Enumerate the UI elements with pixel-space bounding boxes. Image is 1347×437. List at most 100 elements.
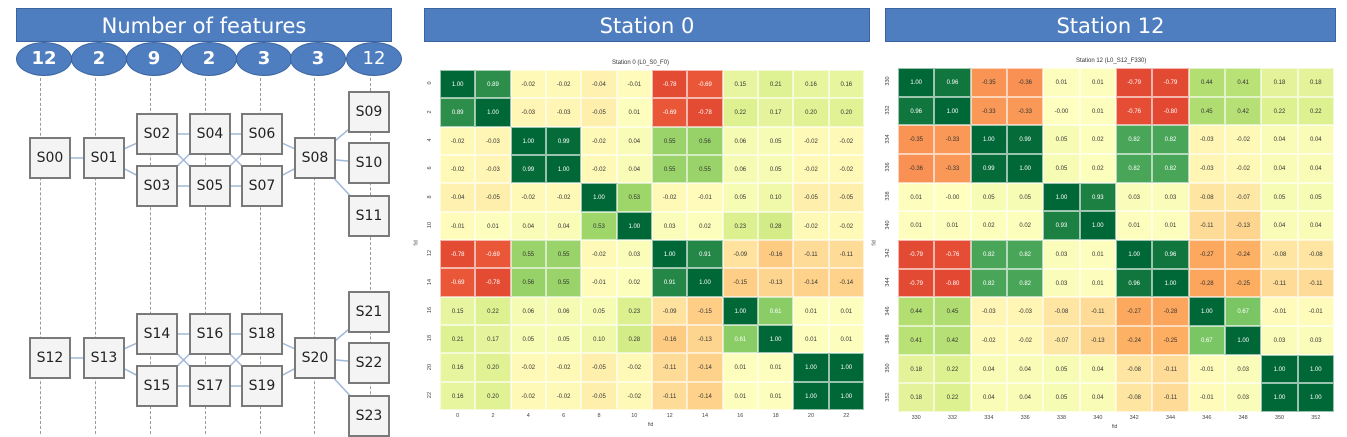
heatmap-cell: 0.02	[1079, 154, 1116, 183]
station-node-s04: S04	[189, 113, 231, 155]
heatmap-cell: 0.01	[1079, 268, 1116, 298]
heatmap-cell: 0.02	[1079, 125, 1116, 154]
heatmap-cell: -0.02	[793, 126, 829, 155]
y-tick-label: 352	[885, 392, 891, 402]
heatmap-cell: 0.82	[1116, 154, 1153, 183]
heatmap-cell: 0.04	[1007, 354, 1044, 384]
heatmap-cell: -0.33	[934, 125, 971, 154]
heatmap-cell: -0.11	[1261, 268, 1298, 298]
y-tick-label: 350	[885, 363, 891, 373]
heatmap-cell: -0.11	[652, 381, 688, 410]
y-tick-label: 344	[885, 277, 891, 287]
heatmap-cell: -0.35	[970, 68, 1007, 97]
heatmap-cell: 0.04	[1261, 154, 1298, 183]
heatmap-cell: 0.17	[758, 98, 794, 127]
heatmap-cell: 0.89	[440, 98, 476, 127]
heatmap-cell: -0.79	[1152, 68, 1189, 97]
heatmap-cell: -0.02	[793, 155, 829, 184]
heatmap-cell: 0.96	[1152, 240, 1189, 269]
heatmap-cell: 0.96	[1116, 268, 1153, 298]
heatmap-cell: -0.01	[581, 268, 617, 297]
heatmap-cell: 0.16	[793, 70, 829, 99]
heatmap-cell: -0.76	[1116, 96, 1153, 126]
heatmap-cell: -0.69	[652, 98, 688, 127]
heatmap-cell: 0.01	[793, 296, 829, 325]
heatmap-cell: 0.21	[758, 70, 794, 99]
heatmap-cell: 0.15	[722, 70, 758, 99]
x-tick-label: 6	[562, 413, 566, 419]
heatmap-cell: 0.01	[758, 381, 794, 410]
heatmap-cell: 0.04	[1079, 383, 1116, 412]
heatmap-cell: 0.05	[1043, 354, 1080, 384]
heatmap-cell: 0.05	[722, 183, 758, 212]
heatmap-cell: -0.02	[616, 353, 652, 382]
heatmap-cell: 1.00	[793, 381, 829, 410]
y-axis-label: fid	[871, 240, 878, 246]
heatmap-cell: 0.44	[1188, 68, 1225, 97]
heatmap-cell: 0.67	[1225, 297, 1262, 326]
heatmap-cell: -0.09	[722, 240, 758, 269]
heatmap-cell: 0.55	[652, 126, 688, 155]
heatmap-cell: 0.01	[828, 325, 864, 354]
heatmap-cell: -0.25	[1225, 268, 1262, 298]
heatmap-cell: 0.22	[1297, 96, 1334, 126]
heatmap-cell: 0.96	[898, 96, 935, 126]
x-tick-label: 4	[526, 413, 530, 419]
heatmap-cell: -0.78	[475, 268, 511, 297]
heatmap-cell: -0.02	[828, 211, 864, 240]
heatmap-cell: 0.05	[1043, 154, 1080, 183]
heatmap-cell: 1.00	[475, 98, 511, 127]
heatmap-cell: 0.05	[510, 325, 546, 354]
heatmap-cell: -0.02	[546, 70, 582, 99]
heatmap-cell: -0.80	[1152, 96, 1189, 126]
heatmap-cell: -0.69	[475, 240, 511, 269]
x-axis-label: fid	[648, 422, 654, 428]
y-tick-label: 22	[427, 391, 433, 398]
heatmap-cell: 1.00	[1261, 383, 1298, 412]
heatmap-cell: -0.02	[510, 70, 546, 99]
feature-count-oval: 3	[236, 42, 292, 76]
heatmap-cell: 0.02	[1007, 211, 1044, 240]
heatmap-cell: -0.01	[687, 183, 723, 212]
heatmap-cell: 1.00	[1043, 182, 1080, 212]
heatmap-cell: -0.02	[1007, 326, 1044, 355]
heatmap-cell: 0.56	[510, 268, 546, 297]
heatmap-cell: 0.20	[793, 98, 829, 127]
x-tick-label: 344	[1165, 415, 1176, 421]
x-tick-label: 352	[1311, 415, 1321, 421]
heatmap-cell: 1.00	[546, 155, 582, 184]
heatmap-cell: -0.15	[687, 296, 723, 325]
heatmap-cell: -0.03	[1188, 125, 1225, 154]
heatmap-cell: 0.22	[1261, 96, 1298, 126]
heatmap-cell: -0.08	[1261, 240, 1298, 269]
heatmap-cell: 0.89	[475, 70, 511, 99]
heatmap-cell: 0.01	[898, 211, 935, 240]
heatmap-cell: 0.20	[475, 353, 511, 382]
heatmap-cell: 0.41	[898, 326, 935, 355]
heatmap-cell: 1.00	[1152, 268, 1189, 298]
heatmap-cell: -0.05	[475, 183, 511, 212]
heatmap-cell: 0.04	[1297, 154, 1334, 183]
heatmap-cell: 0.05	[581, 296, 617, 325]
heatmap-cell: -0.02	[510, 381, 546, 410]
heatmap-cell: 1.00	[652, 240, 688, 269]
heatmap-cell: -0.08	[1116, 383, 1153, 412]
x-tick-label: 12	[666, 413, 673, 419]
x-tick-label: 342	[1129, 415, 1139, 421]
heatmap-cell: -0.25	[1152, 326, 1189, 355]
x-tick-label: 340	[1093, 415, 1103, 421]
heatmap-cell: -0.02	[581, 155, 617, 184]
heatmap-cell: 0.01	[793, 325, 829, 354]
heatmap-cell: 1.00	[510, 126, 546, 155]
heatmap-cell: 0.04	[1261, 125, 1298, 154]
heatmap-cell: 0.82	[1152, 125, 1189, 154]
heatmap-cell: -0.03	[510, 98, 546, 127]
heatmap-cell: 0.18	[1297, 68, 1334, 97]
heatmap-cell: -0.14	[687, 381, 723, 410]
heatmap-cell: -0.11	[1152, 354, 1189, 384]
heatmap-cell: -0.01	[1188, 354, 1225, 384]
heatmap-cell: -0.05	[581, 381, 617, 410]
x-tick-label: 338	[1056, 415, 1067, 421]
heatmap-cell: -0.24	[1225, 240, 1262, 269]
heatmap-cell: -0.14	[793, 268, 829, 297]
